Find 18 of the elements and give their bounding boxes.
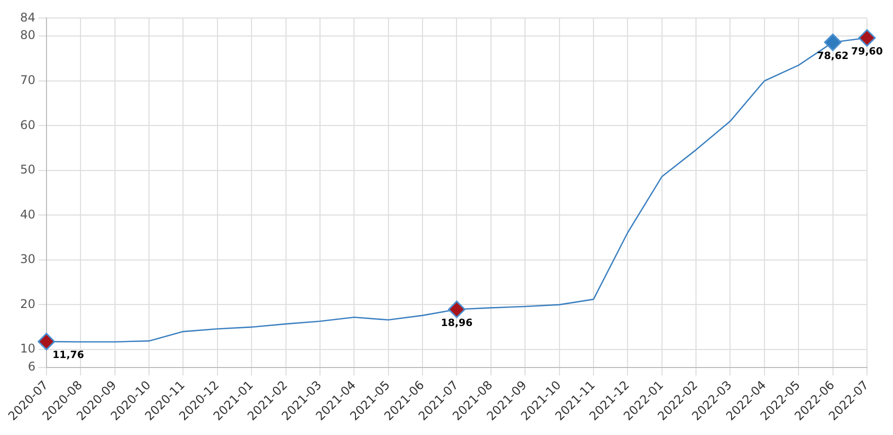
y-tick-label: 50 <box>20 162 36 177</box>
point <box>448 300 466 318</box>
y-tick-label: 6 <box>28 359 36 374</box>
y-tick-label: 10 <box>20 342 36 356</box>
point <box>858 29 876 47</box>
y-tick-label: 70 <box>20 72 36 87</box>
y-tick-label: 60 <box>20 118 36 132</box>
y-tick-label: 80 <box>20 28 36 42</box>
point <box>38 332 56 350</box>
y-tick-label: 20 <box>20 296 36 311</box>
y-tick-label: 40 <box>20 207 36 222</box>
y-tick-label: 30 <box>20 252 36 266</box>
y-tick-label: 84 <box>20 10 36 24</box>
data-label: 78,62 <box>816 50 849 62</box>
data-label: 79,60 <box>851 46 883 58</box>
data-label: 18,96 <box>440 318 473 329</box>
data-label: 11,76 <box>52 350 84 362</box>
point <box>824 34 842 52</box>
